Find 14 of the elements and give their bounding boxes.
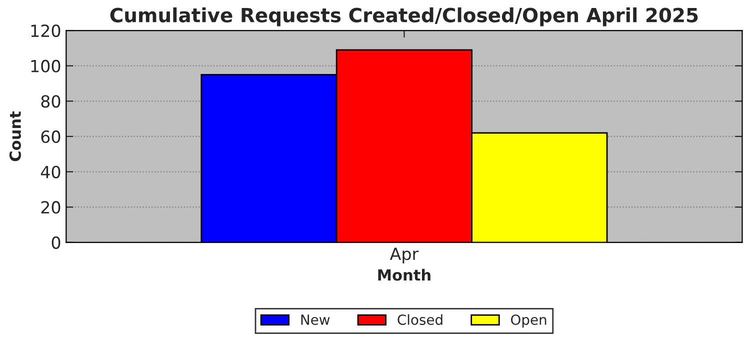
y-tick-label: 40 xyxy=(40,166,60,178)
legend-label: New xyxy=(301,314,330,325)
y-tick-label: 120 xyxy=(31,24,60,38)
y-axis-title: Count xyxy=(9,111,21,162)
y-tick-label: 80 xyxy=(41,95,60,108)
chart-title: Cumulative Requests Created/Closed/Open April 2025 xyxy=(110,7,698,26)
legend-label: Closed xyxy=(398,314,442,325)
y-tick-label: 100 xyxy=(31,60,60,72)
y-tick-label: 0 xyxy=(52,236,60,249)
x-tick-label: Apr xyxy=(390,248,419,264)
y-tick-label: 60 xyxy=(41,130,60,144)
legend-label: Open xyxy=(511,314,546,328)
x-axis-title: Month xyxy=(378,268,430,281)
y-tick-label: 20 xyxy=(41,201,60,214)
